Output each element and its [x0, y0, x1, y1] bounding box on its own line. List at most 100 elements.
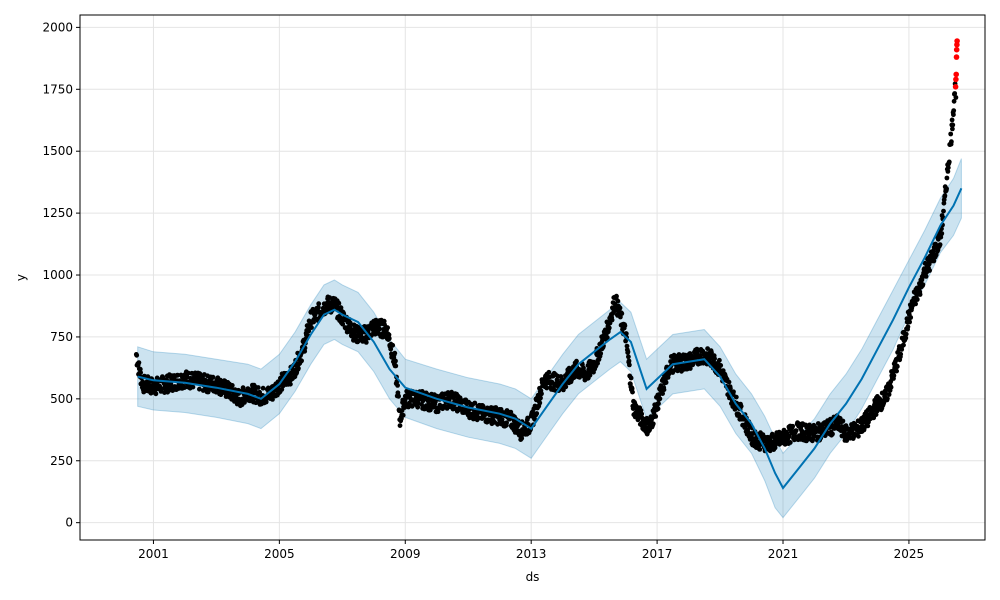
observed-point: [397, 423, 403, 428]
observed-point: [865, 423, 871, 429]
observed-point: [415, 400, 421, 406]
observed-point: [386, 336, 392, 341]
y-tick-label: 0: [65, 516, 73, 530]
observed-point: [950, 122, 956, 128]
observed-point: [419, 402, 424, 407]
outlier-point: [953, 54, 960, 60]
y-tick-label: 250: [50, 454, 73, 468]
plot-frame: [79, 14, 986, 541]
observed-point: [538, 395, 543, 401]
observed-point: [840, 418, 846, 424]
x-axis-label: ds: [526, 570, 540, 584]
observed-point: [712, 356, 717, 362]
y-axis-label: y: [14, 274, 28, 281]
observed-point: [197, 386, 202, 392]
observed-point: [606, 325, 612, 331]
observed-point: [946, 159, 952, 165]
observed-point: [574, 358, 579, 364]
observed-point: [376, 326, 382, 331]
observed-point: [296, 365, 301, 371]
observed-point: [951, 112, 956, 118]
observed-point: [923, 274, 929, 279]
observed-point: [519, 435, 525, 441]
y-tick-label: 1250: [42, 206, 73, 220]
observed-point: [508, 409, 514, 415]
grid-lines: [80, 15, 985, 540]
observed-point: [229, 383, 235, 388]
observed-point: [347, 324, 353, 330]
observed-point: [944, 186, 949, 192]
x-tick-label: 2021: [768, 547, 799, 561]
x-tick-label: 2013: [516, 547, 547, 561]
observed-point: [941, 208, 946, 214]
observed-point: [619, 311, 625, 316]
observed-point: [628, 375, 634, 381]
observed-point: [661, 387, 667, 393]
observed-point: [537, 400, 543, 406]
observed-point: [937, 242, 943, 248]
observed-point: [660, 391, 665, 396]
observed-point: [136, 360, 142, 365]
observed-point: [153, 391, 159, 397]
outlier-point: [953, 46, 960, 53]
observed-point: [638, 408, 644, 413]
observed-point: [927, 268, 932, 273]
outlier-point: [953, 76, 959, 83]
observed-point: [903, 335, 909, 341]
observed-point: [901, 342, 906, 348]
observed-point: [948, 131, 954, 137]
forecast-line: [137, 187, 963, 490]
observed-point: [623, 331, 629, 336]
x-axis-ticks: 2001 2005 2009 2013 2017 2021 2025: [138, 540, 924, 561]
observed-point: [210, 374, 216, 380]
observed-point: [393, 363, 399, 369]
observed-point: [653, 414, 659, 419]
y-tick-label: 1000: [42, 268, 73, 282]
observed-point: [917, 292, 923, 297]
observed-point: [650, 421, 656, 427]
observed-point: [415, 404, 421, 410]
observed-point: [190, 384, 196, 390]
observed-point: [400, 412, 406, 418]
observed-point: [856, 433, 861, 439]
observed-point: [563, 384, 569, 390]
outlier-point: [954, 38, 960, 44]
x-tick-label: 2001: [138, 547, 169, 561]
observed-point: [546, 369, 552, 375]
uncertainty-band: [137, 158, 962, 519]
observed-point: [598, 351, 604, 356]
observed-point: [257, 389, 262, 395]
observed-point: [615, 298, 621, 304]
observed-point: [544, 385, 550, 391]
observed-points: [133, 81, 959, 454]
observed-point: [630, 389, 635, 395]
observed-point: [639, 411, 645, 417]
y-tick-label: 1500: [42, 144, 73, 158]
observed-point: [944, 175, 950, 181]
observed-point: [625, 349, 631, 355]
observed-point: [899, 347, 905, 352]
observed-point: [687, 366, 693, 371]
observed-point: [626, 354, 631, 360]
observed-point: [949, 139, 954, 145]
observed-point: [309, 325, 314, 330]
observed-point: [939, 231, 945, 236]
observed-point: [644, 415, 650, 421]
observed-point: [953, 95, 959, 100]
observed-point: [951, 108, 957, 113]
observed-point: [347, 320, 353, 326]
observed-point: [624, 343, 630, 349]
observed-point: [612, 301, 618, 307]
observed-point: [385, 325, 390, 331]
y-axis-ticks: 0 250 500 750 1000 1250 1500 1750 2000: [42, 20, 80, 530]
observed-point: [392, 350, 398, 356]
observed-point: [134, 352, 140, 358]
observed-point: [288, 381, 293, 387]
x-tick-label: 2025: [894, 547, 925, 561]
observed-point: [663, 380, 669, 385]
observed-point: [622, 323, 628, 329]
observed-point: [604, 335, 610, 340]
observed-point: [587, 372, 593, 378]
